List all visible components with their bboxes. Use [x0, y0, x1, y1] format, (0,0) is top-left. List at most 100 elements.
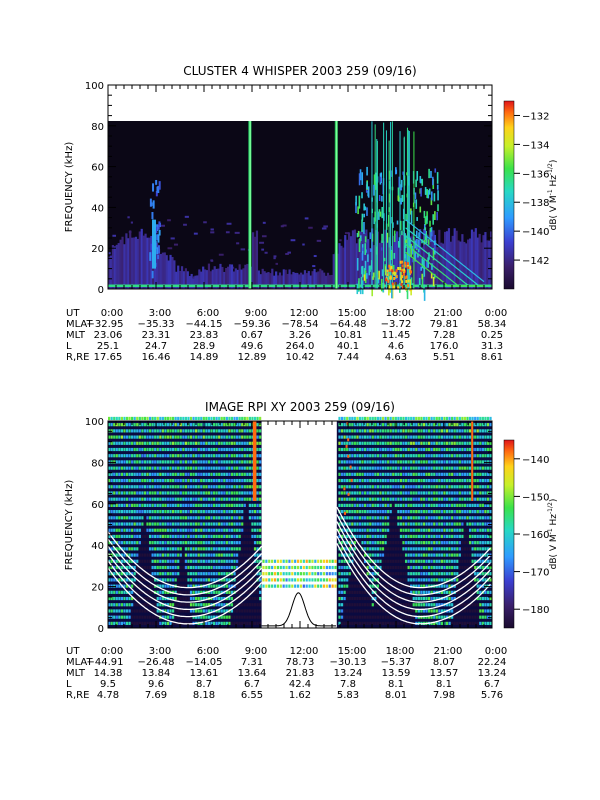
spectral-cell: [238, 615, 241, 619]
spectral-cell: [131, 541, 134, 545]
spectral-cell: [343, 603, 346, 607]
spectral-cell: [138, 621, 141, 625]
spectral-cell: [389, 516, 392, 520]
spectral-cell: [435, 565, 438, 570]
spectral-cell: [184, 553, 187, 557]
spectral-cell: [458, 528, 461, 532]
spectral-cell: [195, 503, 198, 507]
spectral-cell: [238, 466, 241, 470]
spectral-cell: [430, 466, 433, 470]
spectral-cell: [364, 423, 367, 427]
spectral-cell: [248, 596, 251, 601]
spectral-cell: [218, 559, 221, 563]
spectral-cell: [228, 503, 231, 507]
intense-pixel: [404, 276, 407, 280]
spectral-cell: [371, 416, 374, 421]
spectral-cell: [489, 510, 492, 514]
spectral-cell: [381, 516, 385, 520]
spectral-cell: [113, 485, 116, 489]
noise-pixel: [210, 259, 214, 262]
spectral-cell: [428, 603, 431, 607]
spectral-cell: [458, 466, 461, 470]
low-band: [113, 246, 116, 289]
spectral-cell: [169, 528, 172, 532]
active-pixel: [363, 222, 365, 234]
spectral-cell: [358, 447, 362, 452]
spectral-cell: [233, 447, 236, 452]
spectral-cell: [125, 497, 129, 501]
spectral-cell: [356, 460, 359, 464]
spectral-cell: [399, 522, 403, 526]
spectral-cell: [389, 435, 392, 439]
spectral-cell: [430, 596, 433, 601]
spectral-cell: [210, 565, 213, 570]
spectral-cell: [412, 485, 415, 489]
spectral-cell: [200, 441, 203, 445]
spectral-cell: [343, 522, 346, 526]
spectral-cell: [110, 441, 113, 445]
spectral-cell: [343, 596, 346, 601]
spectral-cell: [404, 609, 408, 613]
spectral-cell: [248, 435, 251, 439]
spectral-cell: [207, 435, 211, 439]
spectral-cell: [458, 441, 461, 445]
spectral-cell: [189, 510, 193, 514]
spectral-cell: [248, 472, 251, 476]
spectral-cell: [384, 534, 387, 539]
spectral-cell: [202, 454, 205, 458]
spectral-cell: [205, 516, 208, 520]
spectral-cell: [146, 621, 149, 625]
spectral-cell: [192, 466, 195, 470]
spectral-cell: [238, 441, 241, 445]
spectral-cell: [484, 534, 487, 539]
spectral-cell: [241, 460, 244, 464]
spectral-cell: [118, 584, 121, 588]
spectral-cell: [476, 497, 479, 501]
spectral-cell: [108, 416, 111, 421]
spectral-cell: [143, 472, 147, 476]
spectral-cell: [256, 447, 259, 452]
low-band: [265, 272, 268, 289]
spectral-cell: [374, 621, 377, 625]
active-pixel: [369, 248, 372, 252]
spectral-cell: [430, 447, 433, 452]
spectral-cell: [468, 485, 472, 489]
spectral-cell: [379, 578, 382, 582]
spectral-cell: [210, 590, 213, 594]
spectral-cell: [125, 516, 129, 520]
intense-pixel: [400, 269, 403, 273]
spectral-cell: [410, 541, 413, 545]
spectral-cell: [118, 553, 121, 557]
low-band: [472, 231, 475, 289]
spectral-cell: [489, 472, 492, 476]
spectral-cell: [389, 441, 392, 445]
spectral-cell: [451, 454, 454, 458]
spectral-cell: [172, 559, 175, 563]
spectral-cell: [225, 578, 228, 582]
spectral-cell: [369, 559, 372, 563]
spectral-cell: [417, 516, 420, 520]
spectral-cell: [189, 541, 193, 545]
spectral-cell: [108, 541, 111, 545]
spectral-cell: [486, 454, 490, 458]
spectral-cell: [402, 503, 405, 507]
spectral-cell: [374, 472, 377, 476]
low-band: [449, 241, 452, 289]
spectral-cell: [184, 516, 187, 520]
spectral-cell: [192, 416, 195, 421]
noise-pixel: [225, 231, 230, 234]
spectral-cell: [205, 584, 208, 588]
spectral-cell: [340, 472, 344, 476]
spectral-cell: [159, 429, 162, 433]
spectral-cell: [440, 615, 443, 619]
intense-pixel: [400, 277, 403, 281]
spectral-cell: [407, 565, 410, 570]
spectral-cell: [461, 584, 464, 588]
spectral-cell: [238, 609, 241, 613]
spectral-cell: [197, 534, 200, 539]
cluster-panel: CLUSTER 4 WHISPER 2003 259 (09/16) 02040…: [64, 64, 559, 363]
spectral-cell: [164, 615, 167, 619]
spectral-cell: [207, 447, 211, 452]
spectral-cell: [463, 621, 467, 625]
low-band: [148, 237, 151, 289]
